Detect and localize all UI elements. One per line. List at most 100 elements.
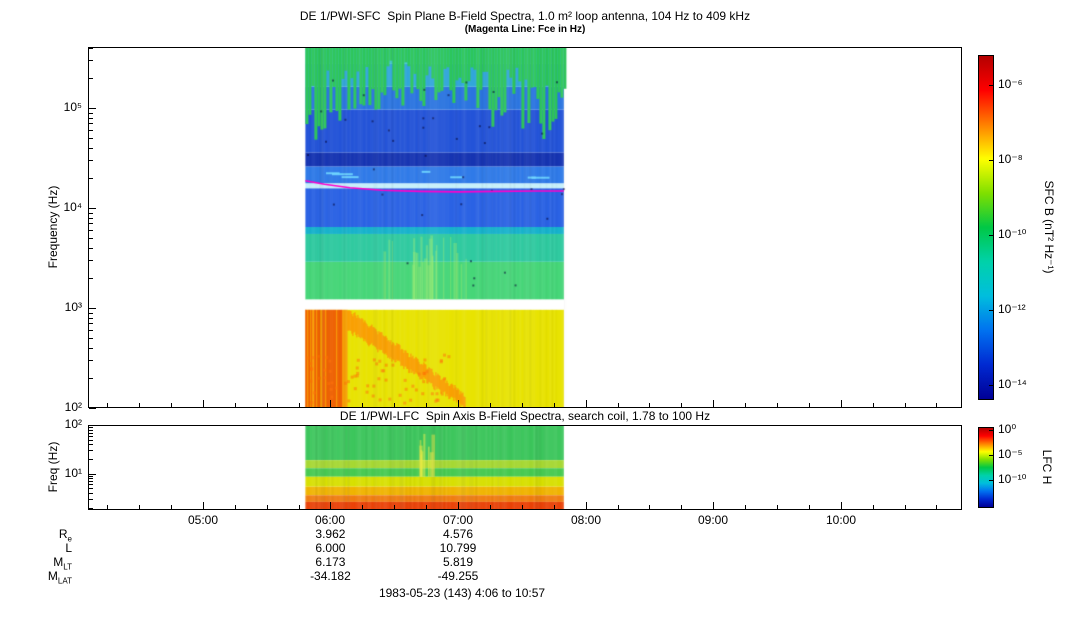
y-minor-tick-mark xyxy=(89,123,93,125)
x-minor-tick-mark xyxy=(107,403,108,407)
x-tick-mark xyxy=(841,400,842,407)
y-tick-mark xyxy=(89,308,96,309)
x-minor-tick-mark xyxy=(905,505,906,509)
lfc-colorbar-label: LFC H xyxy=(1040,449,1054,485)
y-minor-tick-mark xyxy=(89,492,93,494)
y-tick-mark xyxy=(89,473,96,475)
ephemeris-value: 6.000 xyxy=(315,541,346,555)
y-tick-label: 10² xyxy=(64,400,82,414)
colorbar-tick-mark xyxy=(989,455,994,456)
y-minor-tick-mark xyxy=(89,212,93,214)
y-minor-tick-mark xyxy=(89,432,93,434)
x-minor-tick-mark xyxy=(139,505,140,509)
y-minor-tick-mark xyxy=(89,338,93,340)
x-minor-tick-mark xyxy=(554,403,555,407)
sfc-panel-subtitle: (Magenta Line: Fce in Hz) xyxy=(464,24,586,35)
x-tick-mark xyxy=(458,502,459,509)
ephemeris-value: 10.799 xyxy=(439,541,477,555)
x-minor-tick-mark xyxy=(490,403,491,407)
colorbar-tick-label: 10⁻¹⁰ xyxy=(998,227,1027,241)
y-minor-tick-mark xyxy=(89,478,93,480)
y-minor-tick-mark xyxy=(89,277,93,279)
x-minor-tick-mark xyxy=(681,505,682,509)
y-minor-tick-mark xyxy=(89,444,93,446)
ephemeris-row-label: MLAT xyxy=(47,569,72,586)
x-tick-mark xyxy=(330,400,331,407)
y-minor-tick-mark xyxy=(89,429,93,431)
lfc-spectrogram-canvas xyxy=(89,426,961,509)
y-tick-label: 10² xyxy=(64,417,82,431)
y-minor-tick-mark xyxy=(89,47,93,49)
x-tick-mark xyxy=(458,400,459,407)
y-minor-tick-mark xyxy=(89,77,93,79)
x-tick-mark xyxy=(586,400,587,407)
x-minor-tick-mark xyxy=(777,403,778,407)
x-minor-tick-mark xyxy=(745,505,746,509)
x-tick-mark xyxy=(841,502,842,509)
y-minor-tick-mark xyxy=(89,450,93,452)
y-minor-tick-mark xyxy=(89,238,93,240)
date-range-caption: 1983-05-23 (143) 4:06 to 10:57 xyxy=(378,586,546,600)
x-minor-tick-mark xyxy=(809,505,810,509)
x-minor-tick-mark xyxy=(936,505,937,509)
y-minor-tick-mark xyxy=(89,427,93,429)
y-minor-tick-mark xyxy=(89,330,93,332)
y-minor-tick-mark xyxy=(89,488,93,490)
x-minor-tick-mark xyxy=(809,403,810,407)
colorbar-tick-mark xyxy=(989,235,994,236)
sfc-colorbar-gradient xyxy=(979,56,993,399)
ephemeris-value: 5.819 xyxy=(442,555,474,569)
x-tick-mark xyxy=(586,502,587,509)
y-minor-tick-mark xyxy=(89,458,93,460)
colorbar-tick-label: 10⁻¹² xyxy=(998,302,1026,316)
y-minor-tick-mark xyxy=(89,317,93,319)
y-minor-tick-mark xyxy=(89,217,93,219)
x-minor-tick-mark xyxy=(490,505,491,509)
x-tick-label: 08:00 xyxy=(570,513,602,527)
y-minor-tick-mark xyxy=(89,160,93,162)
y-minor-tick-mark xyxy=(89,377,93,379)
ephemeris-value: 3.962 xyxy=(315,527,346,541)
y-minor-tick-mark xyxy=(89,230,93,232)
x-tick-mark xyxy=(203,400,204,407)
x-minor-tick-mark xyxy=(362,403,363,407)
lfc-spectrogram-plot xyxy=(88,425,962,510)
y-tick-mark xyxy=(89,208,96,209)
x-tick-mark xyxy=(713,400,714,407)
x-minor-tick-mark xyxy=(362,505,363,509)
ephemeris-row-label: Re xyxy=(58,527,72,544)
x-tick-mark xyxy=(713,502,714,509)
y-minor-tick-mark xyxy=(89,498,93,500)
colorbar-tick-label: 10⁰ xyxy=(998,422,1017,436)
x-minor-tick-mark xyxy=(618,403,619,407)
ephemeris-value: 4.576 xyxy=(442,527,474,541)
y-minor-tick-mark xyxy=(89,177,93,179)
x-tick-label: 10:00 xyxy=(825,513,857,527)
y-tick-mark xyxy=(89,408,96,409)
sfc-y-axis-label: Frequency (Hz) xyxy=(46,185,60,269)
colorbar-tick-mark xyxy=(989,310,994,311)
x-minor-tick-mark xyxy=(522,403,523,407)
x-minor-tick-mark xyxy=(235,505,236,509)
colorbar-tick-mark xyxy=(989,430,994,431)
lfc-colorbar xyxy=(978,427,994,508)
x-minor-tick-mark xyxy=(394,505,395,509)
x-minor-tick-mark xyxy=(171,403,172,407)
x-minor-tick-mark xyxy=(618,505,619,509)
y-minor-tick-mark xyxy=(89,435,93,437)
y-minor-tick-mark xyxy=(89,260,93,262)
y-tick-mark xyxy=(89,108,96,109)
x-minor-tick-mark xyxy=(394,403,395,407)
colorbar-tick-mark xyxy=(989,480,994,481)
x-minor-tick-mark xyxy=(873,505,874,509)
colorbar-tick-label: 10⁻⁸ xyxy=(998,152,1023,166)
y-minor-tick-mark xyxy=(89,481,93,483)
y-minor-tick-mark xyxy=(89,60,93,62)
x-minor-tick-mark xyxy=(235,403,236,407)
x-minor-tick-mark xyxy=(107,505,108,509)
colorbar-tick-mark xyxy=(989,385,994,386)
sfc-spectrogram-plot xyxy=(88,47,962,408)
x-tick-label: 05:00 xyxy=(187,513,219,527)
y-minor-tick-mark xyxy=(89,130,93,132)
